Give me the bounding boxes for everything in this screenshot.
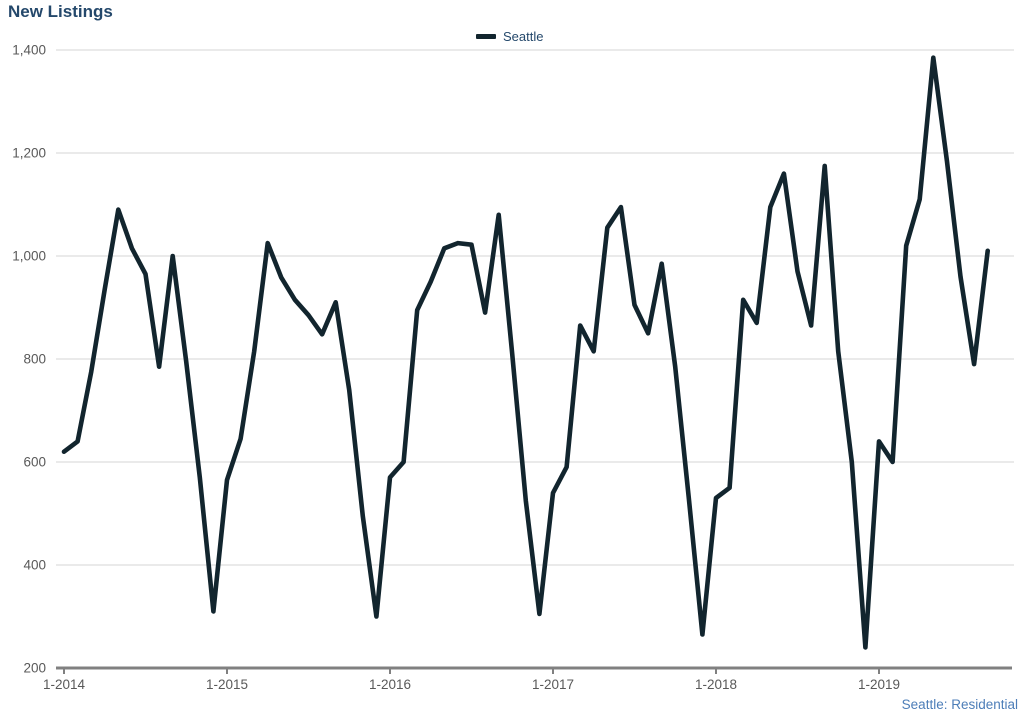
legend-swatch-seattle — [476, 33, 496, 39]
y-tick-label: 200 — [23, 661, 46, 676]
x-tick-label: 1-2017 — [532, 677, 574, 692]
y-tick-label: 1,400 — [12, 43, 46, 58]
y-tick-label: 600 — [23, 455, 46, 470]
y-tick-label: 1,000 — [12, 249, 46, 264]
y-tick-label: 800 — [23, 352, 46, 367]
series-line-seattle — [61, 55, 991, 650]
x-tick-label: 1-2015 — [206, 677, 248, 692]
x-tick-label: 1-2016 — [369, 677, 411, 692]
x-tick-label: 1-2018 — [695, 677, 737, 692]
y-tick-label: 1,200 — [12, 146, 46, 161]
chart-footnote: Seattle: Residential — [901, 697, 1018, 712]
y-tick-label: 400 — [23, 558, 46, 573]
legend: Seattle — [476, 28, 543, 44]
x-tick-label: 1-2019 — [858, 677, 900, 692]
x-tick-label: 1-2014 — [43, 677, 86, 692]
page-title: New Listings — [8, 2, 113, 21]
legend-label-seattle: Seattle — [503, 28, 544, 44]
